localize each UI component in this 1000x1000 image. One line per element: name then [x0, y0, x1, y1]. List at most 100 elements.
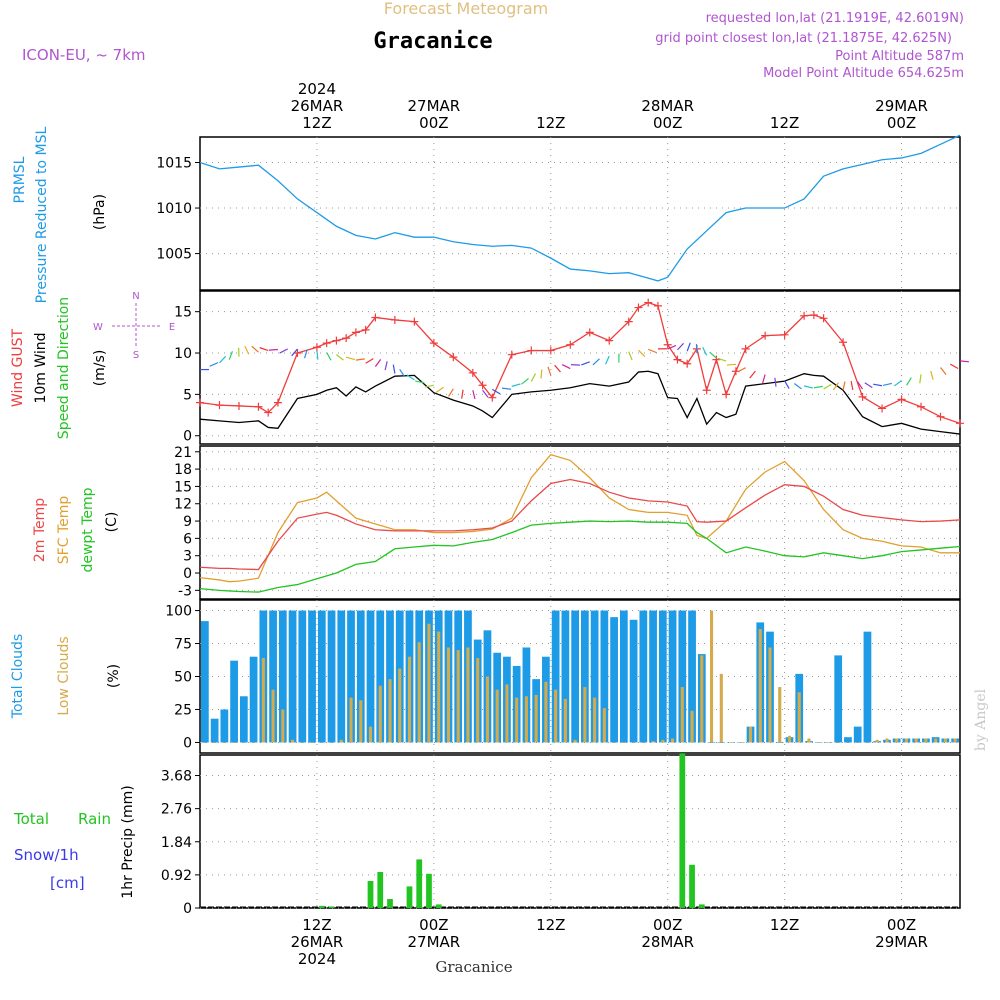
- label-sfc-temp: SFC Temp: [56, 496, 72, 565]
- wind-arrow: [749, 370, 756, 379]
- total-cloud-bar: [298, 610, 307, 743]
- label-rain: Rain: [78, 810, 111, 828]
- gust-line-marker: [312, 343, 321, 352]
- low-cloud-bar: [924, 738, 928, 743]
- gust-line-marker: [683, 359, 692, 368]
- gust-line-marker: [264, 408, 273, 417]
- rain-bar: [689, 864, 695, 908]
- rain-bar: [698, 904, 705, 908]
- low-cloud-bar: [427, 623, 431, 743]
- total-cloud-bar: [863, 631, 872, 743]
- total-cloud-bar: [678, 610, 687, 743]
- wind-arrow: [336, 354, 344, 361]
- low-cloud-bar: [573, 739, 577, 743]
- wind-arrow: [561, 364, 571, 370]
- total-cloud-bar: [649, 610, 657, 743]
- wind-arrow: [355, 358, 365, 361]
- low-cloud-bar: [914, 738, 918, 743]
- label-speed-direction: Speed and Direction: [56, 297, 72, 439]
- y-tick-label: 0: [183, 429, 192, 445]
- time-label-bottom: 00Z: [653, 916, 682, 934]
- total-cloud-bar: [775, 742, 784, 743]
- time-label-top: 26MAR: [291, 97, 344, 115]
- total-cloud-bar: [600, 610, 609, 743]
- gust-line-marker: [624, 317, 633, 326]
- rain-bar: [328, 906, 335, 908]
- y-tick-label: -3: [178, 583, 192, 599]
- label-prmsl: PRMSL: [12, 156, 28, 203]
- dewpt-line: [199, 520, 961, 593]
- low-cloud-bar: [739, 742, 743, 743]
- total-cloud-bar: [347, 610, 355, 743]
- y-tick-label: 2.76: [161, 802, 192, 818]
- gust-line-marker: [644, 298, 653, 307]
- low-cloud-bar: [612, 742, 616, 743]
- label-snow: Snow/1h: [14, 846, 79, 864]
- y-tick-label: 15: [174, 305, 192, 321]
- wind-arrow: [949, 363, 959, 370]
- gust-line-marker: [761, 331, 770, 340]
- wind-arrow: [930, 370, 934, 380]
- total-cloud-bar: [317, 610, 326, 743]
- time-label-bottom: 00Z: [419, 916, 448, 934]
- total-cloud-bar: [610, 617, 618, 743]
- label-cm: [cm]: [50, 874, 85, 892]
- point-altitude: Point Altitude 587m: [835, 49, 964, 64]
- time-label-top: 12Z: [302, 114, 331, 132]
- low-cloud-bar: [593, 697, 597, 743]
- y-tick-label: 9: [183, 514, 192, 530]
- low-cloud-bar: [446, 647, 451, 743]
- gust-line-marker: [673, 355, 682, 364]
- total-cloud-bar: [210, 718, 219, 743]
- total-cloud-bar: [717, 742, 726, 743]
- temp2m-line: [199, 478, 961, 571]
- wind-arrow: [717, 357, 727, 362]
- low-cloud-bar: [856, 742, 860, 743]
- label-total-clouds: Total Clouds: [10, 634, 26, 719]
- wind-arrow: [940, 367, 947, 375]
- gust-line-marker: [546, 346, 555, 355]
- low-cloud-bar: [817, 742, 821, 743]
- total-cloud-bar: [629, 619, 638, 743]
- time-label-bottom: 12Z: [536, 916, 565, 934]
- low-cloud-bar: [719, 673, 723, 743]
- total-cloud-bar: [327, 610, 336, 743]
- gust-line-marker: [585, 328, 594, 337]
- time-label-bottom: 28MAR: [641, 933, 694, 951]
- low-cloud-bar: [310, 742, 314, 743]
- low-cloud-bar: [807, 738, 811, 743]
- rain-bar: [406, 886, 413, 908]
- low-cloud-bar: [378, 685, 382, 743]
- wind-arrow: [209, 362, 219, 367]
- wind-arrow: [959, 360, 970, 363]
- low-cloud-bar: [213, 742, 217, 743]
- wind-arrow: [873, 383, 883, 387]
- wind-arrow: [857, 381, 864, 390]
- gust-line-marker: [254, 402, 263, 411]
- total-cloud-bar: [249, 656, 258, 743]
- low-cloud-bar: [417, 642, 421, 743]
- y-tick-label: 18: [174, 462, 192, 478]
- low-cloud-bar: [534, 694, 538, 743]
- total-cloud-bar: [844, 737, 852, 743]
- wind-arrow: [813, 385, 823, 389]
- label-percent: (%): [106, 664, 122, 688]
- rain-bar: [318, 905, 325, 908]
- compass-n: N: [132, 291, 139, 302]
- y-tick-label: 21: [174, 445, 192, 461]
- total-cloud-bar: [230, 660, 238, 743]
- low-cloud-bar: [495, 689, 499, 743]
- gust-line-marker: [371, 313, 380, 322]
- gust-line-marker: [780, 330, 789, 339]
- total-cloud-bar: [688, 610, 696, 743]
- total-cloud-bar: [220, 709, 229, 743]
- compass-s: S: [133, 350, 139, 361]
- gust-line-marker: [196, 398, 204, 407]
- wind-arrow: [638, 349, 646, 357]
- wind-arrow: [303, 349, 308, 359]
- location-title: Gracanice: [373, 29, 492, 54]
- total-cloud-bar: [581, 610, 589, 743]
- gust-line-marker: [897, 395, 906, 404]
- y-tick-label: 10: [174, 346, 192, 362]
